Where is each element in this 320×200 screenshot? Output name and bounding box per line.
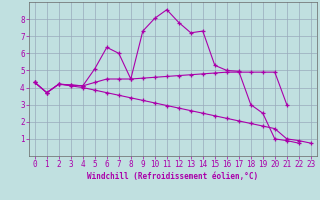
X-axis label: Windchill (Refroidissement éolien,°C): Windchill (Refroidissement éolien,°C) xyxy=(87,172,258,181)
